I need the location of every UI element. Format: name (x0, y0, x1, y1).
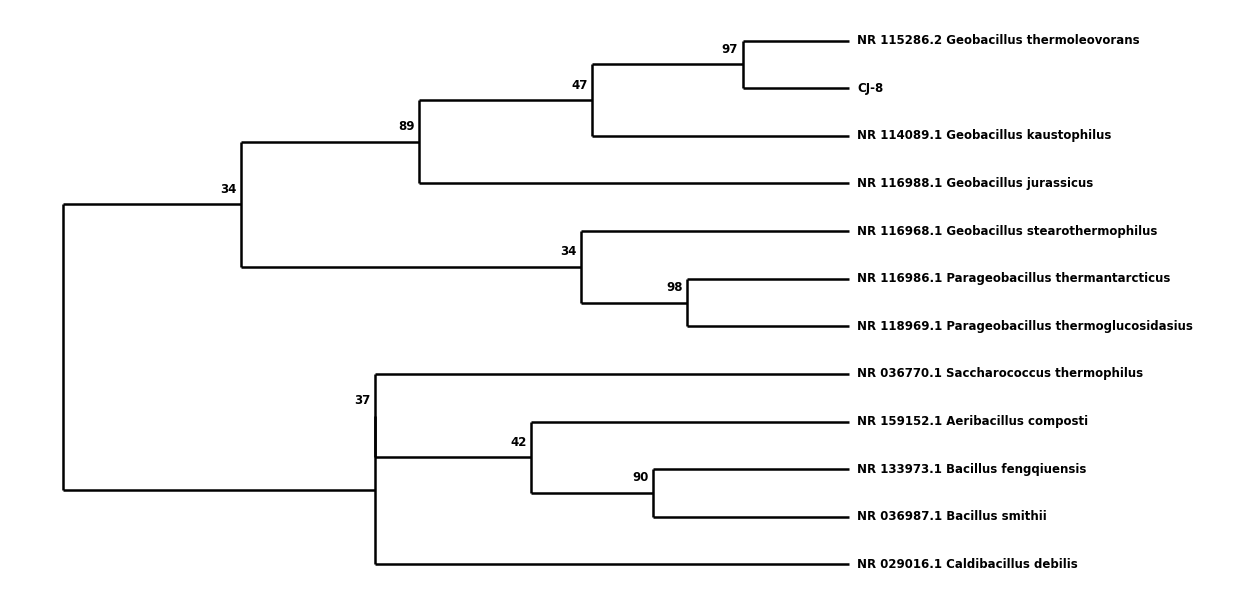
Text: 34: 34 (221, 183, 237, 196)
Text: NR 036770.1 Saccharococcus thermophilus: NR 036770.1 Saccharococcus thermophilus (858, 367, 1143, 381)
Text: NR 116988.1 Geobacillus jurassicus: NR 116988.1 Geobacillus jurassicus (858, 177, 1094, 190)
Text: NR 036987.1 Bacillus smithii: NR 036987.1 Bacillus smithii (858, 510, 1048, 523)
Text: 34: 34 (560, 245, 577, 258)
Text: 37: 37 (355, 394, 371, 407)
Text: NR 116986.1 Parageobacillus thermantarcticus: NR 116986.1 Parageobacillus thermantarct… (858, 272, 1171, 285)
Text: NR 159152.1 Aeribacillus composti: NR 159152.1 Aeribacillus composti (858, 415, 1089, 428)
Text: 47: 47 (572, 79, 588, 91)
Text: NR 114089.1 Geobacillus kaustophilus: NR 114089.1 Geobacillus kaustophilus (858, 129, 1112, 142)
Text: NR 115286.2 Geobacillus thermoleovorans: NR 115286.2 Geobacillus thermoleovorans (858, 34, 1140, 47)
Text: NR 118969.1 Parageobacillus thermoglucosidasius: NR 118969.1 Parageobacillus thermoglucos… (858, 320, 1193, 333)
Text: 97: 97 (722, 43, 738, 56)
Text: NR 133973.1 Bacillus fengqiuensis: NR 133973.1 Bacillus fengqiuensis (858, 463, 1086, 476)
Text: NR 116968.1 Geobacillus stearothermophilus: NR 116968.1 Geobacillus stearothermophil… (858, 224, 1158, 238)
Text: 98: 98 (666, 281, 682, 294)
Text: 89: 89 (398, 120, 415, 133)
Text: 42: 42 (510, 436, 526, 449)
Text: NR 029016.1 Caldibacillus debilis: NR 029016.1 Caldibacillus debilis (858, 558, 1079, 571)
Text: 90: 90 (632, 471, 649, 485)
Text: CJ-8: CJ-8 (858, 82, 884, 95)
